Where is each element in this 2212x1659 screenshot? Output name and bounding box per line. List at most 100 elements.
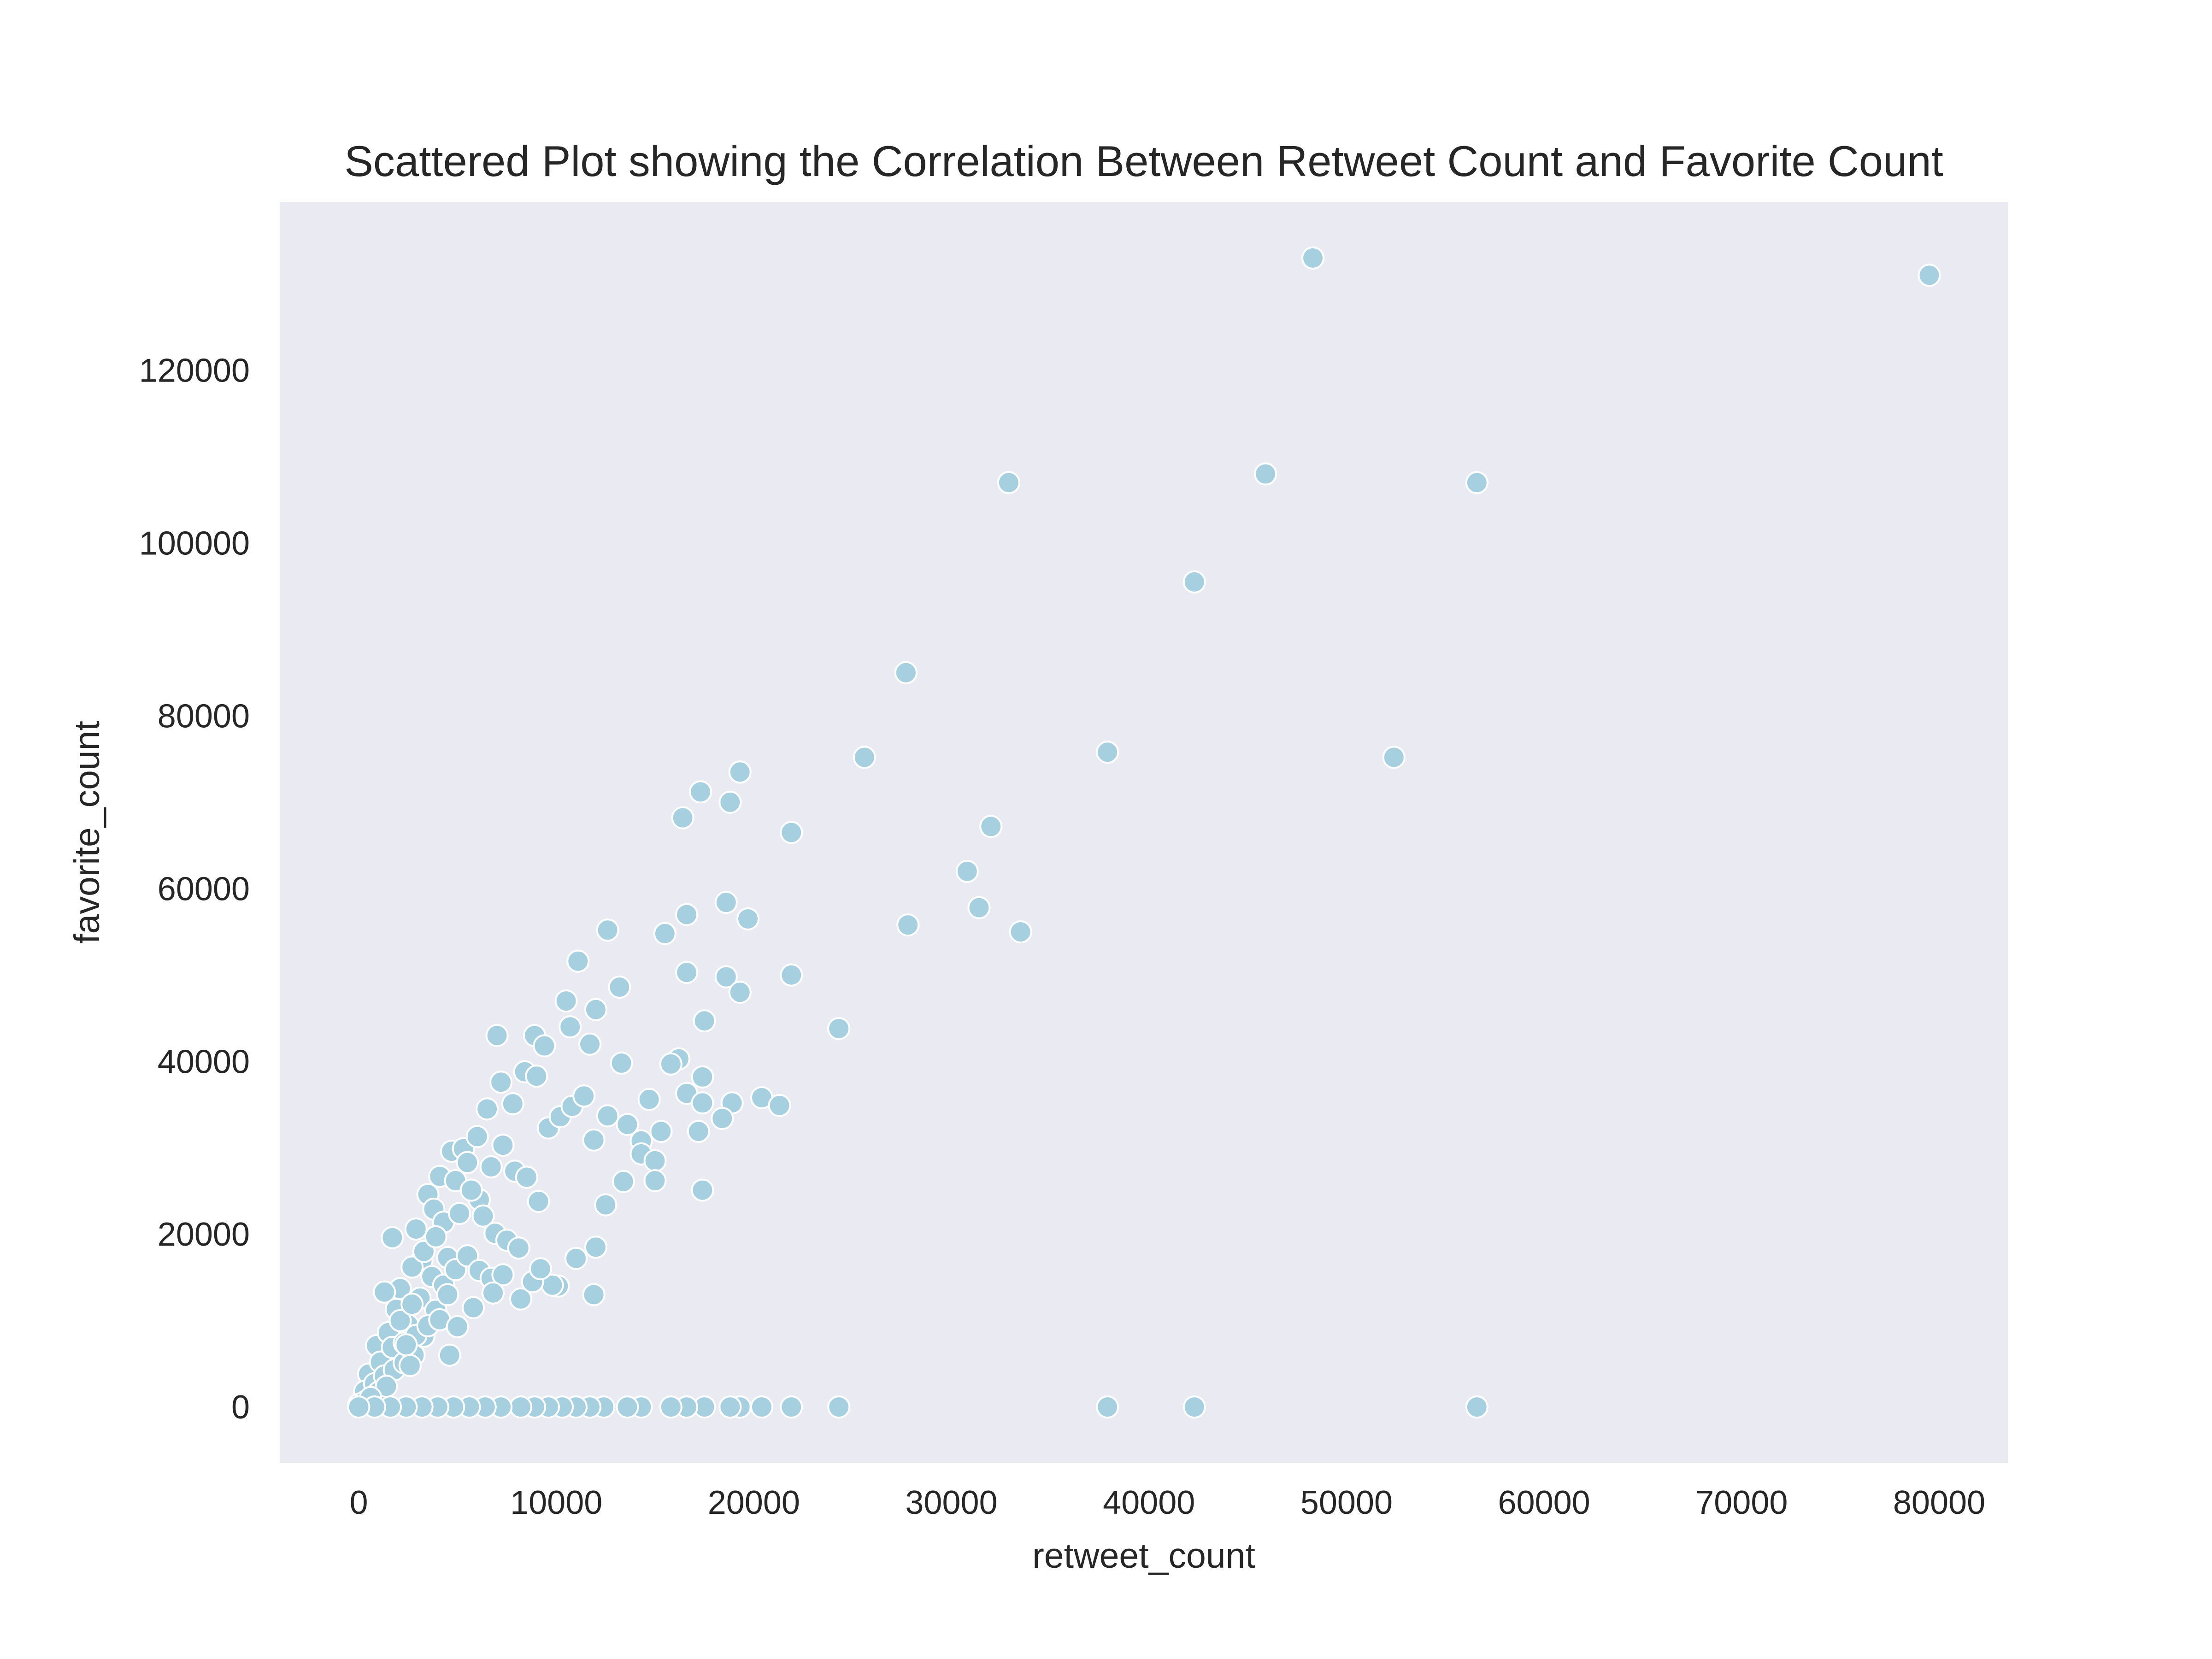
scatter-point (572, 1084, 596, 1108)
scatter-point (853, 746, 876, 769)
scatter-point (691, 1091, 714, 1115)
scatter-point (400, 1293, 424, 1316)
scatter-point (1182, 570, 1206, 594)
scatter-point (608, 976, 631, 999)
scatter-point (1465, 471, 1488, 494)
scatter-point (584, 998, 607, 1021)
scatter-point (594, 1193, 618, 1217)
scatter-point (501, 1092, 524, 1116)
x-tick-label: 60000 (1498, 1484, 1590, 1521)
scatter-point (693, 1009, 716, 1033)
scatter-point (714, 965, 738, 988)
scatter-point (436, 1283, 459, 1306)
scatter-point (559, 1015, 582, 1039)
scatter-point (718, 1395, 742, 1419)
x-tick-label: 30000 (905, 1484, 997, 1521)
scatter-point (465, 1125, 489, 1148)
scatter-point (424, 1225, 447, 1248)
scatter-point (653, 922, 677, 945)
x-tick-label: 70000 (1695, 1484, 1788, 1521)
scatter-point (476, 1097, 499, 1121)
scatter-point (736, 907, 759, 930)
chart-title: Scattered Plot showing the Correlation B… (344, 137, 1943, 185)
x-tick-label: 50000 (1300, 1484, 1393, 1521)
x-tick-label: 0 (349, 1484, 368, 1521)
scatter-point (1254, 462, 1277, 486)
scatter-point (491, 1134, 515, 1157)
x-tick-label: 40000 (1103, 1484, 1195, 1521)
scatter-point (1382, 746, 1406, 769)
scatter-point (1465, 1395, 1488, 1419)
scatter-point (479, 1155, 503, 1178)
scatter-point (780, 963, 803, 987)
scatter-point (997, 471, 1020, 494)
scatter-point (509, 1287, 532, 1311)
scatter-point (584, 1235, 607, 1259)
scatter-point (398, 1354, 422, 1377)
x-tick-label: 80000 (1893, 1484, 1985, 1521)
scatter-point (967, 896, 991, 919)
scatter-point (691, 1178, 714, 1202)
scatter-point (979, 815, 1003, 838)
scatter-point (404, 1218, 428, 1241)
scatter-point (612, 1170, 635, 1193)
scatter-point (596, 1104, 619, 1128)
scatter-point (491, 1263, 515, 1287)
scatter-point (394, 1333, 418, 1357)
scatter-point (527, 1190, 550, 1213)
scatter-point (643, 1169, 667, 1192)
scatter-point (689, 780, 712, 804)
scatter-point (347, 1395, 371, 1419)
scatter-point (610, 1052, 633, 1075)
y-tick-label: 20000 (158, 1216, 250, 1253)
scatter-point (714, 891, 738, 914)
scatter-point (750, 1395, 773, 1419)
scatter-point (691, 1065, 714, 1088)
scatter-point (1096, 1395, 1119, 1419)
y-axis-label: favorite_count (67, 721, 107, 944)
scatter-point (582, 1128, 606, 1152)
scatter-point (711, 1107, 734, 1130)
scatter-point (446, 1315, 469, 1338)
scatter-point (459, 1178, 483, 1202)
scatter-point (616, 1113, 639, 1136)
y-tick-label: 100000 (139, 525, 250, 562)
scatter-point (438, 1343, 461, 1367)
points-layer (347, 246, 1941, 1419)
scatter-point (554, 989, 578, 1013)
scatter-point (1918, 264, 1941, 287)
scatter-point (509, 1395, 532, 1419)
scatter-point (728, 760, 752, 784)
scatter-point (525, 1065, 548, 1088)
scatter-point (827, 1395, 851, 1419)
scatter-point (955, 859, 979, 883)
scatter-point (485, 1024, 509, 1047)
scatter-point (728, 981, 752, 1004)
scatter-point (529, 1257, 552, 1281)
scatter-point (400, 1255, 424, 1279)
scatter-point (675, 961, 699, 984)
scatter-point (381, 1226, 404, 1249)
x-tick-label: 10000 (510, 1484, 602, 1521)
scatter-point (533, 1034, 556, 1058)
scatter-point (896, 913, 920, 937)
scatter-point (637, 1088, 661, 1111)
scatter-point (1301, 246, 1324, 270)
scatter-point (671, 806, 694, 830)
scatter-point (894, 661, 918, 684)
scatter-point (780, 1395, 803, 1419)
scatter-point (448, 1202, 471, 1225)
scatter-point (373, 1280, 396, 1304)
scatter-point (659, 1052, 682, 1076)
x-tick-label: 20000 (708, 1484, 800, 1521)
scatter-point (578, 1032, 601, 1056)
scatter-point (616, 1395, 639, 1419)
scatter-point (827, 1017, 851, 1040)
scatter-point (388, 1309, 412, 1332)
scatter-point (675, 903, 699, 926)
scatter-point (582, 1283, 606, 1306)
scatter-point (1182, 1395, 1206, 1419)
y-tick-label: 0 (231, 1389, 250, 1426)
